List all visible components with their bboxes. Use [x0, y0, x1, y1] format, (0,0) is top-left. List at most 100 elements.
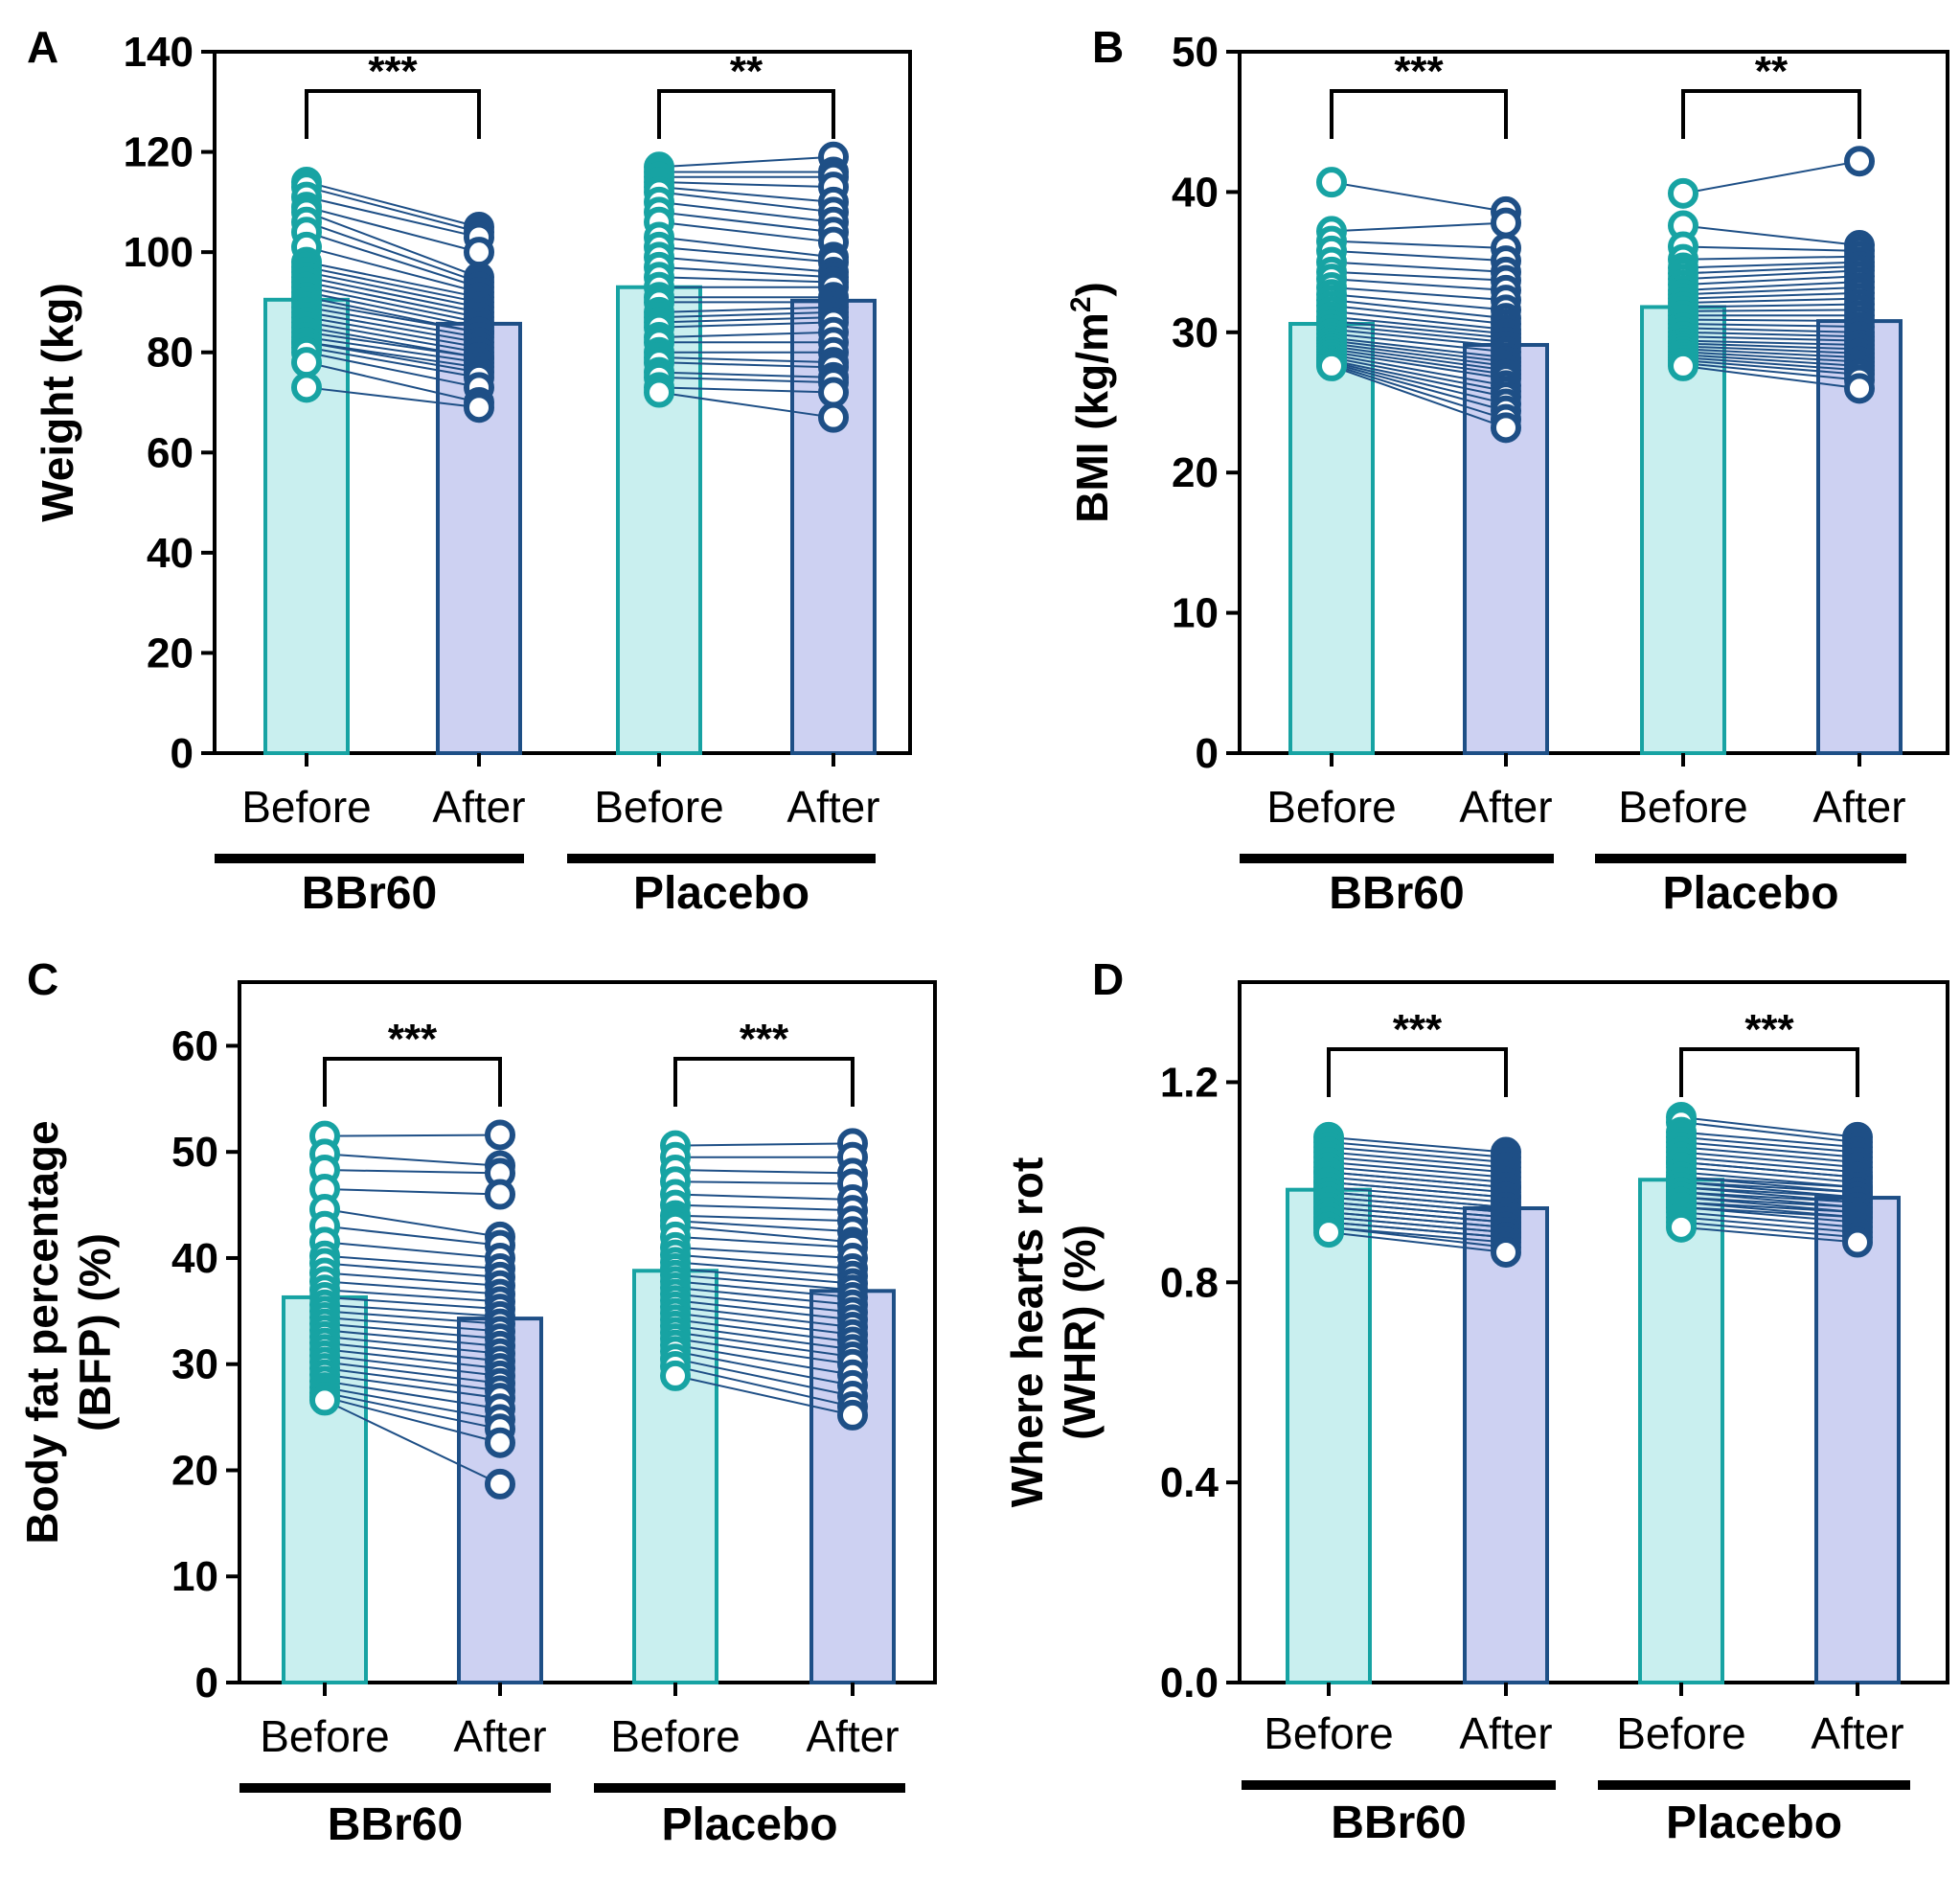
paired-line — [324, 1361, 501, 1385]
paired-line — [1680, 1216, 1858, 1234]
paired-line — [306, 245, 480, 293]
paired-line — [1682, 303, 1860, 309]
y-tick-label: 10 — [1172, 590, 1219, 637]
paired-line — [1331, 293, 1507, 311]
x-category-label: After — [1811, 1708, 1903, 1758]
x-category-label: After — [432, 782, 525, 832]
paired-line — [1328, 1146, 1507, 1163]
y-tick-label: 20 — [1172, 449, 1219, 496]
paired-line — [1331, 339, 1507, 363]
paired-line — [1682, 351, 1860, 363]
after-point — [485, 1468, 515, 1500]
after-point — [485, 1179, 515, 1210]
y-tick-label: 30 — [171, 1341, 218, 1388]
y-tick-label: 40 — [171, 1235, 218, 1282]
paired-line — [1331, 359, 1507, 399]
paired-line — [658, 180, 834, 189]
paired-line — [324, 1396, 501, 1444]
paired-line — [324, 1316, 501, 1333]
y-tick-label: 140 — [124, 29, 194, 76]
paired-line — [324, 1187, 501, 1196]
paired-line — [306, 306, 480, 339]
y-tick-label: 10 — [171, 1553, 218, 1600]
paired-line — [324, 1225, 501, 1247]
y-tick-label: 100 — [124, 229, 194, 276]
after-point — [1844, 146, 1875, 177]
panel-label: D — [1092, 954, 1124, 1004]
paired-line — [1331, 304, 1507, 326]
y-tick-label: 40 — [1172, 169, 1219, 216]
x-category-label: Before — [260, 1711, 390, 1761]
paired-line — [306, 316, 480, 349]
paired-line — [324, 1289, 501, 1303]
paired-line — [1680, 1221, 1858, 1239]
group-label: BBr60 — [328, 1799, 463, 1850]
paired-line — [324, 1367, 501, 1392]
before-point — [291, 372, 322, 403]
paired-line — [324, 1322, 501, 1340]
paired-line — [674, 1374, 854, 1416]
paired-line — [306, 271, 480, 309]
after-point — [1491, 207, 1521, 239]
significance-bracket — [323, 1057, 502, 1107]
paired-line — [1331, 286, 1507, 302]
paired-line — [1682, 281, 1860, 291]
paired-line — [1680, 1160, 1858, 1179]
paired-line — [674, 1180, 854, 1185]
paired-line — [1682, 323, 1860, 328]
paired-line — [324, 1373, 501, 1400]
paired-line — [1331, 181, 1507, 213]
x-category-label: After — [1459, 1708, 1552, 1758]
bar-before — [1638, 1178, 1724, 1685]
paired-line — [1331, 364, 1507, 429]
y-tick-label: 1.2 — [1160, 1059, 1219, 1106]
paired-line — [1682, 255, 1860, 261]
paired-line — [658, 256, 834, 274]
paired-line — [1680, 1131, 1858, 1149]
paired-line — [658, 200, 834, 223]
after-point — [818, 377, 849, 408]
significance-bracket — [657, 89, 835, 139]
paired-line — [674, 1273, 854, 1292]
paired-line — [324, 1310, 501, 1325]
paired-line — [1331, 356, 1507, 393]
paired-line — [1328, 1186, 1507, 1203]
after-point — [485, 1119, 515, 1151]
paired-line — [306, 276, 480, 313]
paired-line — [1331, 362, 1507, 412]
paired-line — [1331, 270, 1507, 282]
significance-bracket — [1330, 89, 1508, 139]
paired-line — [658, 355, 834, 364]
paired-line — [324, 1295, 501, 1311]
y-tick-label: 0.0 — [1160, 1660, 1219, 1706]
group-label: Placebo — [1666, 1798, 1842, 1848]
paired-line — [1328, 1151, 1507, 1169]
paired-line — [1328, 1171, 1507, 1189]
y-tick-label: 20 — [171, 1447, 218, 1494]
paired-line — [324, 1391, 501, 1431]
after-point — [1491, 1236, 1521, 1268]
paired-line — [1682, 342, 1860, 351]
paired-line — [324, 1348, 501, 1370]
paired-line — [1680, 1211, 1858, 1228]
significance-bracket — [673, 1057, 855, 1107]
plot-frame — [1238, 50, 1949, 755]
after-point — [485, 1427, 515, 1458]
paired-line — [1682, 327, 1860, 333]
before-point — [644, 377, 674, 408]
after-point — [1491, 412, 1521, 444]
paired-line — [658, 391, 834, 419]
paired-line — [1682, 275, 1860, 286]
paired-line — [324, 1134, 501, 1137]
significance-bracket — [305, 89, 481, 139]
paired-line — [1682, 286, 1860, 296]
after-point — [1844, 373, 1875, 404]
y-axis-title: BMI (kg/m2) — [1065, 282, 1117, 523]
paired-line — [658, 316, 834, 324]
paired-line — [1328, 1141, 1507, 1158]
x-category-label: Before — [594, 782, 724, 832]
paired-line — [306, 281, 480, 319]
paired-line — [324, 1399, 501, 1485]
y-axis-title-part: ) — [1067, 282, 1117, 296]
